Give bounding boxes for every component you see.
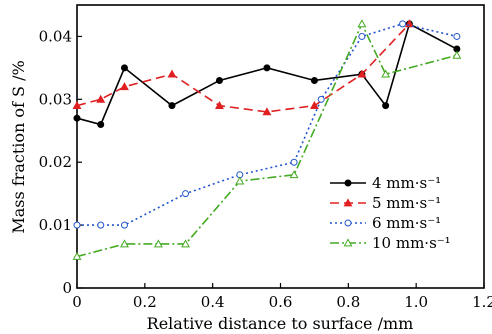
y-axis-title: Mass fraction of S /% [9,60,28,233]
legend-item: 6 mm·s⁻¹ [330,214,441,232]
data-point [73,114,81,122]
legend-marker [344,179,352,187]
legend-item: 10 mm·s⁻¹ [330,234,451,252]
data-point [120,239,129,248]
x-tick-label: 0.6 [269,293,293,311]
data-point [120,82,129,91]
x-tick-label: 0.8 [336,293,360,311]
series-3 [72,19,462,260]
data-point [310,76,318,84]
legend-label: 5 mm·s⁻¹ [372,194,441,212]
series-1 [72,19,414,116]
data-point [453,32,461,40]
series-line [77,23,458,226]
data-point [235,176,245,185]
x-tick-label: 0.4 [201,293,225,311]
y-tick-label: 0.01 [39,216,72,234]
x-tick-label: 0.2 [133,293,157,311]
legend-item: 5 mm·s⁻¹ [330,194,441,212]
legend-marker [343,238,353,247]
data-point [73,221,81,229]
data-point [182,190,190,198]
data-point [120,221,128,229]
legend-marker [343,198,353,207]
legend-item: 4 mm·s⁻¹ [330,174,441,192]
data-point [97,221,105,229]
data-point [309,100,319,110]
axis-ticks: 0 0.2 0.4 0.6 0.8 1.0 1.2 0 0.01 0.02 0.03 0.04 [39,27,492,311]
series-2 [73,20,461,229]
data-point [153,239,163,248]
y-tick-label: 0.04 [39,27,72,45]
data-point [168,102,176,110]
data-point [381,69,391,78]
x-tick-label: 0 [72,293,82,311]
data-point [399,20,407,28]
data-point [317,95,325,103]
legend-label: 4 mm·s⁻¹ [372,174,441,192]
data-point [167,69,177,78]
data-point [97,120,105,128]
data-point [382,102,390,110]
data-point [215,100,224,110]
data-point [452,50,462,59]
data-point [289,170,299,179]
data-point [357,19,367,28]
y-tick-label: 0 [62,279,72,297]
data-point [263,64,271,72]
legend-marker [344,219,352,227]
data-point [120,64,128,72]
data-point [181,239,190,248]
x-axis-title: Relative distance to surface /mm [147,314,414,333]
x-tick-label: 1.0 [404,293,428,311]
legend-label: 6 mm·s⁻¹ [372,214,441,232]
legend-label: 10 mm·s⁻¹ [372,234,451,252]
legend: 4 mm·s⁻¹ 5 mm·s⁻¹ 6 mm·s⁻¹ 10 mm·s⁻¹ [330,174,451,252]
data-point [96,94,106,103]
data-point [215,76,223,84]
series-layer [72,19,462,260]
data-point [72,251,82,260]
data-point [290,158,298,166]
data-point [262,107,272,116]
y-tick-label: 0.02 [39,153,72,171]
data-point [357,69,367,78]
data-point [358,32,366,40]
x-tick-label: 1.2 [472,293,492,311]
data-point [72,100,82,110]
y-tick-label: 0.03 [39,90,72,108]
